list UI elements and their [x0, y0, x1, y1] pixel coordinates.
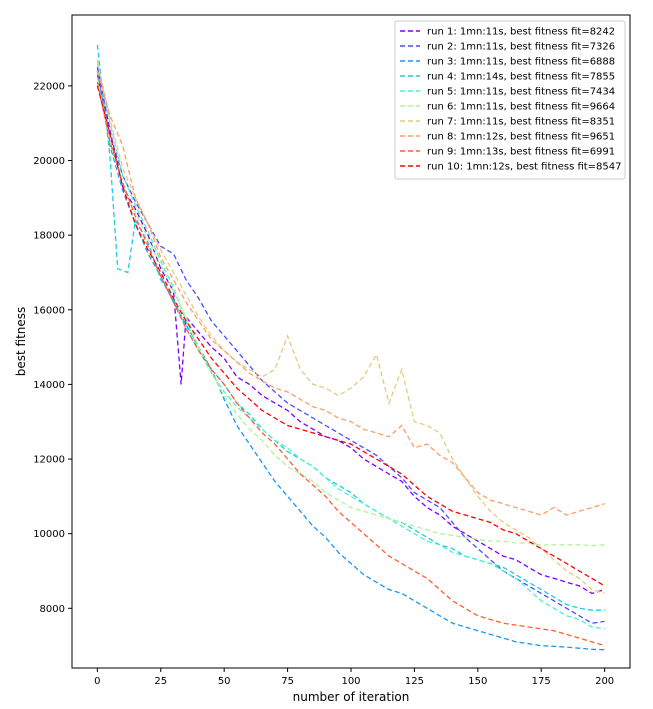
series-line-run-9: [96, 82, 605, 647]
x-axis-label: number of iteration: [293, 690, 410, 704]
legend-box: [394, 20, 626, 180]
legend: run 1: 1mn:11s, best fitness fit=8242 run…: [394, 20, 626, 180]
y-tick-label: 20000: [33, 156, 65, 167]
y-tick-label: 10000: [33, 529, 65, 540]
x-tick-label: 75: [281, 676, 294, 687]
x-tick-label: 200: [595, 676, 614, 687]
legend-entry: run 10: 1mn:12s, best fitness fit=8547: [427, 162, 622, 173]
legend-entry: run 5: 1mn:11s, best fitness fit=7434: [427, 87, 615, 98]
y-tick-label: 8000: [40, 604, 65, 615]
legend-entry: run 2: 1mn:11s, best fitness fit=7326: [427, 42, 615, 53]
series-line-run-10: [96, 85, 605, 587]
legend-entry: run 7: 1mn:11s, best fitness fit=8351: [427, 117, 615, 128]
y-axis-label: best fitness: [14, 307, 28, 377]
y-tick-label: 22000: [33, 81, 65, 92]
x-tick-label: 50: [218, 676, 231, 687]
legend-entry: run 1: 1mn:11s, best fitness fit=8242: [427, 27, 615, 38]
x-tick-label: 125: [405, 676, 424, 687]
plot-series-group: [96, 44, 605, 651]
x-axis: 0 25 50 75 100 125 150 175 200: [94, 668, 614, 687]
legend-entry: run 6: 1mn:11s, best fitness fit=9664: [427, 102, 615, 113]
x-tick-label: 175: [532, 676, 551, 687]
series-line-run-6: [96, 78, 605, 547]
legend-entry: run 8: 1mn:12s, best fitness fit=9651: [427, 132, 615, 143]
legend-entry: run 4: 1mn:14s, best fitness fit=7855: [427, 72, 615, 83]
x-tick-label: 25: [154, 676, 167, 687]
x-tick-label: 100: [341, 676, 360, 687]
series-line-run-1: [96, 67, 605, 595]
y-axis: 8000 10000 12000 14000 16000 18000 20000 22000: [33, 81, 72, 615]
legend-entry: run 9: 1mn:13s, best fitness fit=6991: [427, 147, 615, 158]
series-line-run-2: [96, 74, 605, 624]
y-tick-label: 16000: [33, 305, 65, 316]
legend-entry: run 3: 1mn:11s, best fitness fit=6888: [427, 57, 615, 68]
y-tick-label: 12000: [33, 455, 65, 466]
x-tick-label: 0: [94, 676, 100, 687]
series-line-run-8: [96, 70, 605, 516]
y-tick-label: 14000: [33, 380, 65, 391]
y-tick-label: 18000: [33, 231, 65, 242]
x-tick-label: 150: [468, 676, 487, 687]
series-line-run-7: [96, 59, 605, 595]
series-line-run-4: [96, 44, 605, 611]
series-line-run-3: [96, 70, 605, 651]
